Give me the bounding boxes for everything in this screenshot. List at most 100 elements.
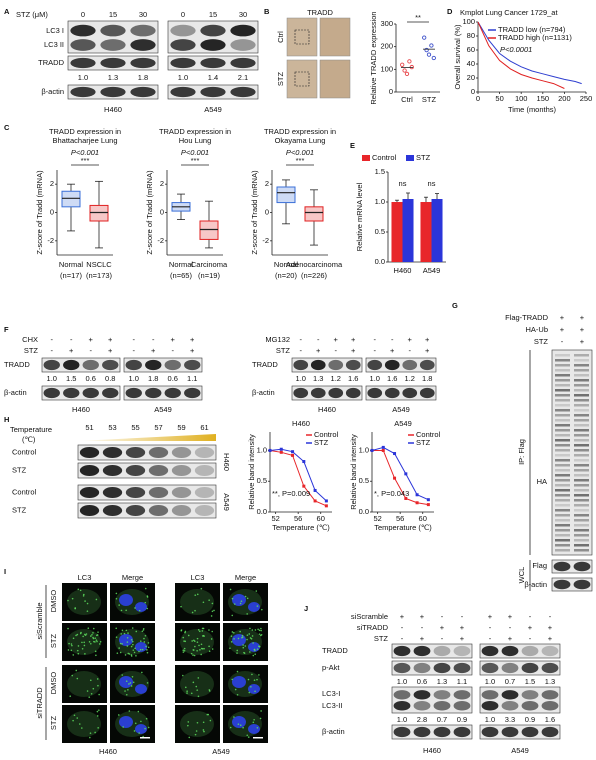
panel-letter: E (350, 141, 355, 150)
treatment-label: HA-Ub (525, 325, 548, 334)
puncta (198, 644, 200, 647)
smear-band (555, 494, 570, 497)
puncta (130, 639, 133, 641)
blot-band (170, 86, 196, 98)
puncta (97, 631, 99, 633)
puncta (131, 640, 134, 643)
puncta (197, 695, 200, 698)
sign: + (190, 335, 195, 344)
temperature: 61 (200, 423, 208, 432)
point (302, 484, 306, 488)
puncta (258, 633, 261, 635)
y-tick-label: 80 (467, 31, 475, 40)
y-tick-label: 0.0 (257, 507, 267, 516)
sign: - (133, 346, 136, 355)
cell-line: H460 (318, 405, 336, 414)
puncta (200, 643, 203, 646)
treatment-label: STZ (μM) (16, 10, 48, 19)
puncta (117, 714, 120, 716)
legend-label: STZ (314, 438, 329, 447)
ratio: 1.0 (485, 715, 495, 724)
panel-letter: C (4, 123, 10, 132)
puncta (208, 629, 210, 631)
smear-band (574, 399, 589, 402)
y-tick-label: 100 (462, 17, 475, 26)
blot-band (413, 700, 431, 711)
smear-band (574, 354, 589, 357)
sign: - (374, 335, 377, 344)
puncta (142, 629, 145, 631)
y-tick-label: 0 (471, 87, 475, 96)
chart-title: Okayama Lung (275, 136, 326, 145)
puncta (83, 633, 86, 636)
row-label: β-actin (322, 727, 345, 736)
chart-title: H460 (292, 419, 310, 428)
box (276, 186, 296, 204)
chart-title: TRADD expression in (264, 127, 336, 136)
smear-band (555, 384, 570, 387)
group-label: siTRADD (35, 687, 44, 719)
blot-band (100, 24, 126, 37)
smear-band (555, 539, 570, 542)
ratio: 1.2 (405, 374, 415, 383)
puncta (248, 691, 251, 694)
sign: + (408, 335, 413, 344)
puncta (246, 734, 249, 737)
scale-bar (253, 737, 263, 739)
p-value: *, P=0.043 (374, 489, 409, 498)
smear-band (555, 549, 570, 552)
puncta (86, 602, 89, 605)
ratio: 1.6 (545, 715, 555, 724)
y-tick-label: 1.0 (359, 445, 369, 454)
puncta (259, 634, 262, 637)
blot-band (345, 359, 361, 371)
puncta (96, 710, 99, 713)
puncta (99, 641, 102, 643)
blot-band (145, 359, 162, 371)
point (291, 453, 295, 457)
blot-band (70, 24, 96, 37)
puncta (139, 640, 142, 642)
puncta (190, 692, 193, 695)
point (431, 55, 436, 61)
puncta (121, 643, 123, 645)
row-label: LC3 I (46, 26, 64, 35)
x-tick-label: H460 (394, 266, 412, 275)
puncta (192, 649, 195, 651)
smear-band (574, 449, 589, 452)
blot-band (200, 86, 226, 98)
p-value: P<0.0001 (500, 45, 532, 54)
nucleus (232, 676, 246, 688)
sign: - (421, 623, 424, 632)
puncta (86, 610, 89, 612)
smear-band (574, 534, 589, 537)
ihc-image (319, 59, 351, 99)
ratio: 3.3 (505, 715, 515, 724)
legend-swatch (406, 155, 414, 161)
sign: + (420, 612, 425, 621)
sign: - (401, 634, 404, 643)
survival-line (477, 21, 582, 85)
scale-bar (140, 737, 150, 739)
x-axis-label: Temperature (℃) (374, 523, 432, 532)
y-tick-label: 0.5 (375, 227, 385, 236)
bar (391, 202, 403, 262)
puncta (144, 587, 147, 590)
y-tick-label: 100 (380, 64, 393, 73)
puncta (261, 608, 263, 611)
ratio: 1.3 (545, 677, 555, 686)
puncta (201, 627, 204, 630)
nucleus (232, 594, 246, 606)
sign: + (425, 346, 430, 355)
puncta (147, 726, 150, 729)
puncta (193, 639, 195, 642)
puncta (201, 630, 204, 632)
puncta (256, 605, 259, 607)
puncta (211, 630, 214, 633)
puncta (141, 648, 144, 651)
puncta (96, 715, 99, 717)
blot-band (433, 690, 451, 700)
y-tick-label: 1.5 (375, 167, 385, 176)
puncta (77, 645, 80, 647)
box (89, 204, 109, 222)
